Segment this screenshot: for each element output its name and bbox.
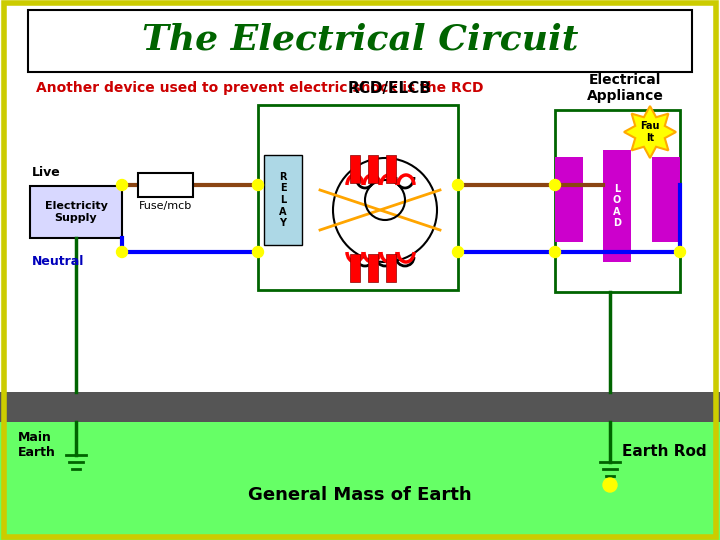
Text: Electrical
Appliance: Electrical Appliance: [587, 73, 663, 103]
Circle shape: [549, 179, 560, 191]
Text: Another device used to prevent electric shock is the RCD: Another device used to prevent electric …: [36, 81, 484, 95]
Polygon shape: [624, 106, 676, 158]
Bar: [264, 155, 302, 245]
Text: Earth Rod: Earth Rod: [622, 444, 706, 460]
Circle shape: [675, 246, 685, 258]
Circle shape: [117, 246, 127, 258]
Text: The Electrical Circuit: The Electrical Circuit: [142, 23, 578, 57]
Circle shape: [452, 179, 464, 191]
Circle shape: [253, 246, 264, 258]
Text: Neutral: Neutral: [32, 255, 84, 268]
Bar: [30, 186, 122, 238]
Bar: [258, 105, 458, 290]
Text: Main
Earth: Main Earth: [18, 431, 56, 459]
Bar: [368, 155, 378, 183]
Bar: [350, 155, 360, 183]
Text: Fau
lt: Fau lt: [640, 121, 660, 143]
Text: Electricity
Supply: Electricity Supply: [45, 201, 107, 223]
Text: General Mass of Earth: General Mass of Earth: [248, 486, 472, 504]
Bar: [386, 155, 396, 183]
Circle shape: [549, 246, 560, 258]
Bar: [0, 422, 720, 540]
Bar: [350, 254, 360, 282]
Bar: [0, 392, 720, 422]
Bar: [368, 254, 378, 282]
Text: L
O
A
D: L O A D: [613, 184, 621, 228]
Bar: [555, 110, 680, 292]
Bar: [652, 157, 680, 242]
Text: Live: Live: [32, 166, 60, 179]
Text: Fuse/mcb: Fuse/mcb: [139, 201, 192, 211]
Bar: [555, 157, 583, 242]
Bar: [28, 10, 692, 72]
Circle shape: [253, 179, 264, 191]
Text: RCD/ELCB: RCD/ELCB: [348, 80, 432, 96]
Text: R
E
L
A
Y: R E L A Y: [279, 172, 287, 228]
Bar: [138, 173, 193, 197]
Bar: [386, 254, 396, 282]
Circle shape: [452, 246, 464, 258]
Circle shape: [117, 179, 127, 191]
Bar: [603, 150, 631, 262]
Circle shape: [603, 478, 617, 492]
